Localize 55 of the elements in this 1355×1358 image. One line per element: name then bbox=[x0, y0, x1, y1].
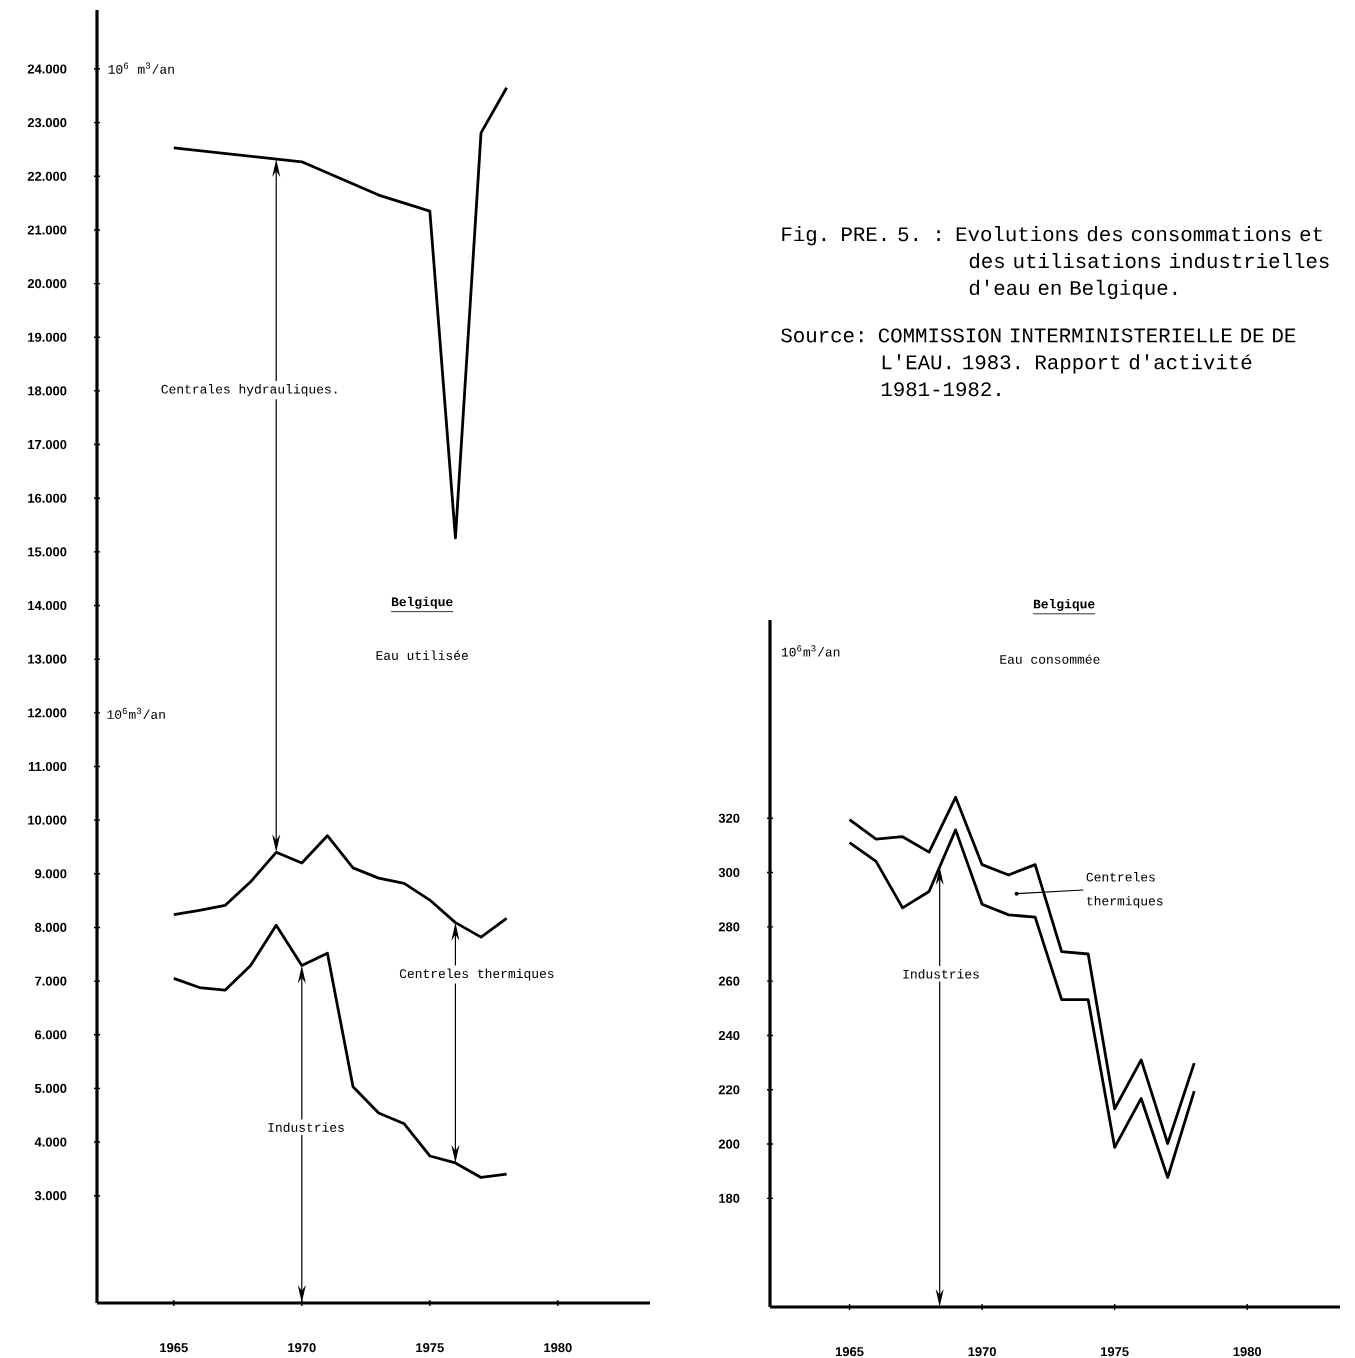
x-tick-label: 1980 bbox=[1233, 1347, 1262, 1357]
y-tick-label: 280 bbox=[718, 922, 740, 932]
x-tick-label: 1965 bbox=[835, 1347, 864, 1357]
x-tick-label: 1970 bbox=[288, 1343, 316, 1353]
x-tick-label: 1970 bbox=[968, 1347, 996, 1357]
annotation: Industries bbox=[903, 969, 979, 979]
y-tick-label: 12.000 bbox=[28, 708, 67, 718]
y-tick-label: 320 bbox=[718, 813, 740, 823]
y-tick-label: 220 bbox=[718, 1085, 740, 1095]
y-tick-label: 15.000 bbox=[28, 547, 67, 557]
y-tick-label: 14.000 bbox=[28, 600, 67, 611]
y-tick-label: 19.000 bbox=[28, 332, 67, 342]
y-tick-label: 5.000 bbox=[34, 1083, 67, 1093]
line-series bbox=[848, 828, 1196, 1179]
chart-title: Fig. PRE. 5. : Evolutions des consommations et des utilisations industrielles d'eau en Belgique. bbox=[782, 226, 1329, 300]
y-tick-label: 8.000 bbox=[34, 922, 67, 933]
x-tick-label: 1975 bbox=[1101, 1347, 1129, 1357]
y-tick-label: 10.000 bbox=[28, 815, 67, 825]
text: Belgique bbox=[1033, 598, 1095, 612]
source-note: Source: COMMISSION INTERMINISTERIELLE DE DE L'EAU. 1983. Rapport d'activité 1981-1982. bbox=[781, 328, 1296, 397]
y-tick-label: 23.000 bbox=[27, 118, 67, 128]
y-tick-label: 300 bbox=[718, 867, 740, 878]
y-axis-title: 10$^{6}$ m$^{3}$/an bbox=[108, 62, 174, 74]
x-tick-label: 1965 bbox=[160, 1343, 188, 1353]
y-tick-label: 180 bbox=[719, 1193, 740, 1203]
annotation: Belgique bbox=[391, 596, 453, 609]
annotation: Centreles thermiques bbox=[1086, 872, 1163, 908]
y-tick-label: 11.000 bbox=[28, 761, 67, 772]
y-tick-label: 4.000 bbox=[34, 1137, 67, 1147]
annotation: Eau utilisée bbox=[376, 650, 468, 660]
annotation: Eau consommée bbox=[1000, 654, 1100, 664]
y-tick-label: 6.000 bbox=[35, 1030, 67, 1040]
annotation: Industries bbox=[268, 1122, 344, 1132]
y-tick-label: 17.000 bbox=[28, 439, 67, 450]
y-tick-label: 260 bbox=[718, 976, 740, 986]
y-tick-label: 9.000 bbox=[34, 869, 67, 879]
line-series bbox=[848, 795, 1196, 1145]
y-tick-label: 240 bbox=[718, 1030, 740, 1041]
y-tick-label: 3.000 bbox=[34, 1191, 67, 1201]
annotation: 10$^{6}$m$^{3}$/an bbox=[107, 707, 165, 719]
annotation: Centreles thermiques bbox=[399, 968, 554, 981]
y-tick-label: 200 bbox=[718, 1139, 740, 1149]
x-tick-label: 1975 bbox=[416, 1343, 444, 1353]
y-tick-label: 18.000 bbox=[28, 386, 67, 396]
line-series bbox=[172, 834, 509, 939]
y-tick-label: 13.000 bbox=[28, 654, 67, 664]
y-tick-label: 24.000 bbox=[27, 64, 67, 74]
y-tick-label: 20.000 bbox=[27, 279, 67, 289]
y-tick-label: 16.000 bbox=[28, 493, 67, 503]
y-tick-label: 21.000 bbox=[27, 225, 67, 235]
annotation: Centrales hydrauliques. bbox=[161, 384, 337, 397]
x-tick-label: 1980 bbox=[544, 1343, 572, 1353]
y-tick-label: 7.000 bbox=[35, 976, 67, 986]
y-axis-title: 10$^{6}$m$^{3}$/an bbox=[781, 645, 840, 657]
y-tick-label: 22.000 bbox=[27, 171, 67, 181]
